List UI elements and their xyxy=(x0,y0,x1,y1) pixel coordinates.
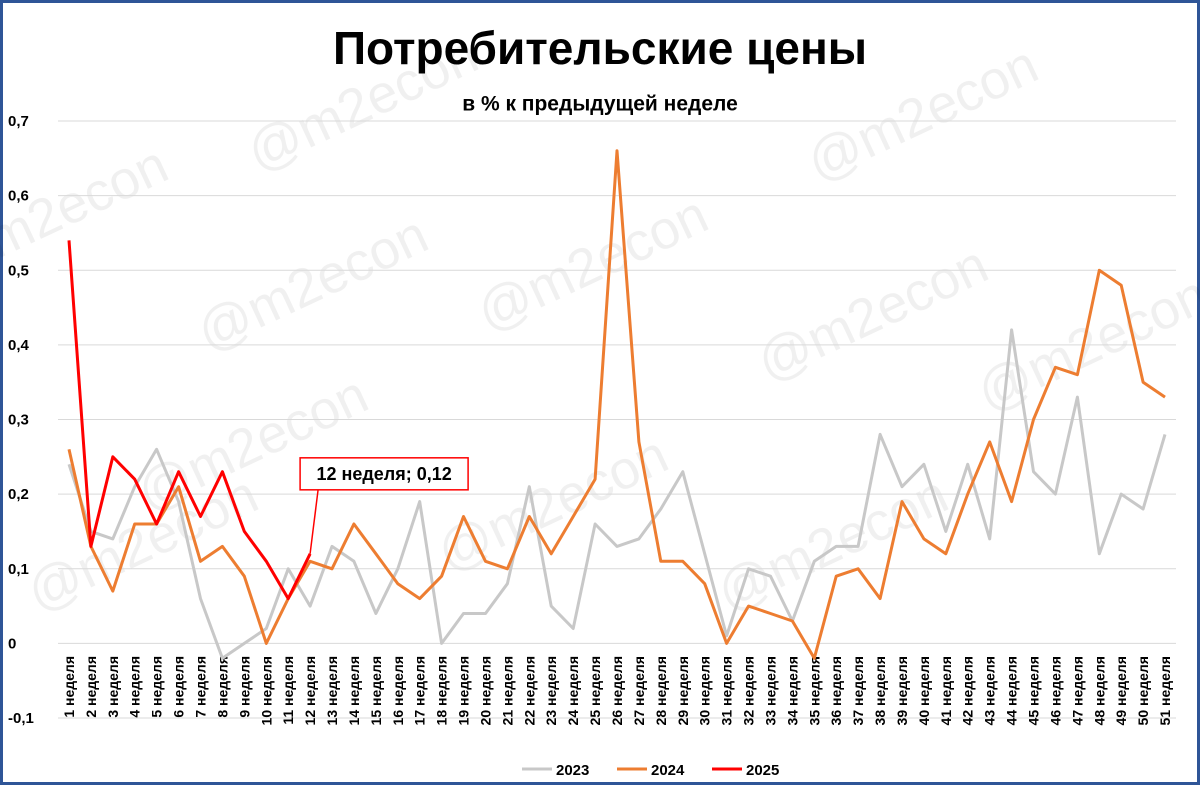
chart-title: Потребительские цены xyxy=(333,22,867,74)
series-line xyxy=(67,240,312,601)
legend-label: 2024 xyxy=(651,762,685,779)
y-tick-label: 0,1 xyxy=(8,561,29,578)
y-tick-label: 0,7 xyxy=(8,113,29,130)
x-tick-label: 26 неделя xyxy=(609,656,625,725)
x-tick-label: 27 неделя xyxy=(631,656,647,725)
y-tick-label: -0,1 xyxy=(8,710,34,727)
x-tick-label: 10 неделя xyxy=(258,656,274,725)
x-tick-label: 35 неделя xyxy=(806,656,822,725)
y-tick-label: 0,2 xyxy=(8,486,29,503)
x-tick-label: 37 неделя xyxy=(850,656,866,725)
x-tick-label: 17 неделя xyxy=(412,656,428,725)
x-tick-label: 43 неделя xyxy=(982,656,998,725)
x-tick-label: 48 неделя xyxy=(1091,656,1107,725)
x-tick-label: 25 неделя xyxy=(587,656,603,725)
x-tick-label: 44 неделя xyxy=(1004,656,1020,725)
series-line xyxy=(67,328,1167,660)
x-tick-label: 2 неделя xyxy=(83,656,99,718)
x-tick-label: 1 неделя xyxy=(61,656,77,718)
x-tick-label: 3 неделя xyxy=(105,656,121,718)
x-tick-label: 31 неделя xyxy=(719,656,735,725)
legend-label: 2025 xyxy=(746,762,779,779)
x-tick-label: 16 неделя xyxy=(390,656,406,725)
x-tick-label: 49 неделя xyxy=(1113,656,1129,725)
x-tick-label: 29 неделя xyxy=(675,656,691,725)
data-label: 12 неделя; 0,12 xyxy=(316,464,451,484)
x-tick-label: 14 неделя xyxy=(346,656,362,725)
x-tick-label: 51 неделя xyxy=(1157,656,1173,725)
x-tick-label: 9 неделя xyxy=(236,656,252,718)
chart-subtitle: в % к предыдущей неделе xyxy=(462,93,738,116)
x-tick-label: 19 неделя xyxy=(456,656,472,725)
x-tick-label: 46 неделя xyxy=(1047,656,1063,725)
x-tick-label: 11 неделя xyxy=(280,656,296,725)
y-tick-label: 0,5 xyxy=(8,262,29,279)
x-tick-label: 28 неделя xyxy=(653,656,669,725)
x-tick-label: 12 неделя xyxy=(302,656,318,725)
x-tick-label: 38 неделя xyxy=(872,656,888,725)
x-tick-label: 18 неделя xyxy=(434,656,450,725)
y-tick-label: 0,4 xyxy=(8,337,30,354)
x-tick-label: 45 неделя xyxy=(1026,656,1042,725)
x-tick-label: 34 неделя xyxy=(784,656,800,725)
x-tick-label: 30 неделя xyxy=(697,656,713,725)
y-tick-label: 0,6 xyxy=(8,188,29,205)
x-tick-label: 13 неделя xyxy=(324,656,340,725)
x-tick-label: 20 неделя xyxy=(477,656,493,725)
legend-label: 2023 xyxy=(556,762,589,779)
x-tick-label: 36 неделя xyxy=(828,656,844,725)
label-box xyxy=(299,457,469,491)
x-tick-label: 47 неделя xyxy=(1069,656,1085,725)
x-tick-label: 7 неделя xyxy=(192,656,208,718)
x-tick-label: 6 неделя xyxy=(171,656,187,718)
x-tick-label: 22 неделя xyxy=(521,656,537,725)
x-tick-label: 5 неделя xyxy=(149,656,165,718)
x-tick-label: 50 неделя xyxy=(1135,656,1151,725)
x-tick-label: 41 неделя xyxy=(938,656,954,725)
x-tick-label: 32 неделя xyxy=(741,656,757,725)
label-leader xyxy=(309,489,319,554)
x-tick-label: 4 неделя xyxy=(127,656,143,718)
x-tick-label: 42 неделя xyxy=(960,656,976,725)
series-line xyxy=(67,149,1166,660)
x-tick-label: 24 неделя xyxy=(565,656,581,725)
x-tick-label: 23 неделя xyxy=(543,656,559,725)
y-tick-label: 0 xyxy=(8,635,16,652)
x-tick-label: 39 неделя xyxy=(894,656,910,725)
x-tick-label: 40 неделя xyxy=(916,656,932,725)
x-tick-label: 15 неделя xyxy=(368,656,384,725)
x-tick-label: 33 неделя xyxy=(762,656,778,725)
x-tick-label: 8 неделя xyxy=(214,656,230,718)
x-tick-label: 21 неделя xyxy=(499,656,515,725)
y-tick-label: 0,3 xyxy=(8,412,29,429)
